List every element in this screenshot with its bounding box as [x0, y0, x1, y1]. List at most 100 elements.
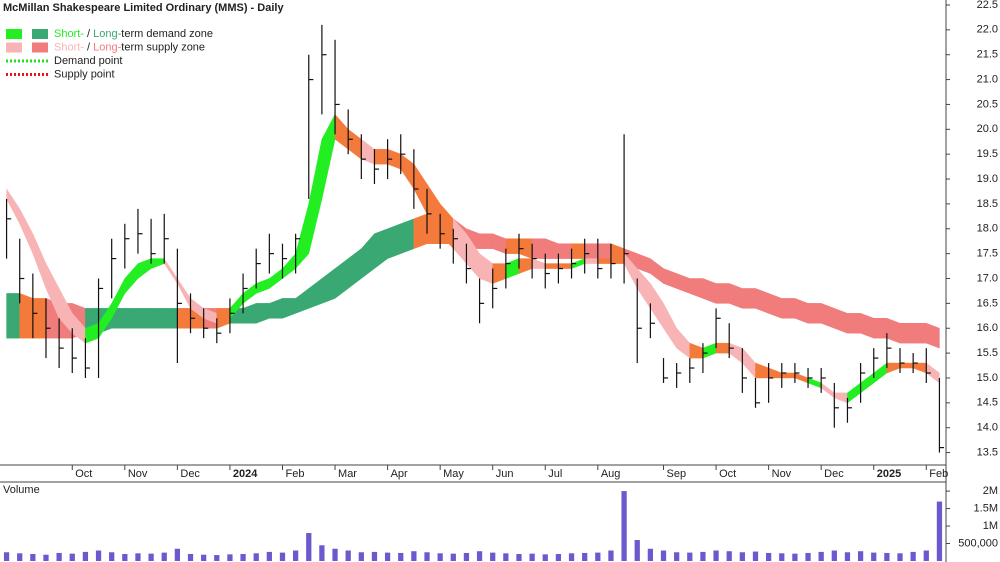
x-tick-label: Jun: [496, 468, 514, 480]
volume-bar: [660, 550, 667, 561]
volume-tick-label: 500,000: [958, 537, 998, 549]
y-tick-label: 13.5: [977, 446, 998, 458]
legend-part: Long-: [93, 41, 121, 53]
volume-bar: [240, 554, 246, 561]
volume-bar: [805, 552, 811, 561]
long-zone: [32, 298, 47, 339]
y-tick-label: 21.5: [977, 49, 998, 61]
y-tick-label: 15.0: [977, 372, 998, 384]
legend-part: Short-: [54, 41, 84, 53]
volume-bar: [674, 552, 680, 561]
long-zone: [163, 308, 178, 329]
long-zone: [558, 243, 572, 259]
long-zone: [6, 293, 20, 339]
volume-bar: [463, 552, 470, 561]
long-zone: [124, 308, 139, 329]
short-zone: [374, 148, 388, 165]
candles: [5, 24, 945, 453]
volume-bar: [595, 552, 601, 561]
volume-bar: [529, 553, 535, 561]
volume-bar: [319, 545, 325, 561]
chart-title: McMillan Shakespeare Limited Ordinary (M…: [3, 2, 284, 14]
volume-bar: [779, 553, 785, 561]
y-tick-label: 20.0: [977, 123, 998, 135]
short-zone: [545, 263, 559, 269]
x-tick-label: Nov: [772, 468, 792, 480]
y-tick-label: 14.5: [977, 397, 998, 409]
volume-bar: [174, 548, 181, 561]
long-zone: [899, 323, 914, 344]
volume-bar: [161, 552, 167, 561]
y-tick-label: 22.5: [977, 0, 998, 11]
x-tick-label: May: [443, 468, 464, 480]
volume-bar: [384, 552, 391, 561]
volume-bar: [201, 554, 207, 561]
volume-bar: [148, 553, 154, 561]
y-tick-label: 21.0: [977, 73, 998, 85]
y-tick-label: 15.5: [977, 347, 998, 359]
volume-bar: [871, 552, 877, 561]
volume-bar: [306, 533, 312, 561]
volume-bar: [818, 551, 824, 561]
volume-bar: [437, 553, 443, 561]
long-zone: [19, 293, 34, 339]
volume-tick-label: 2M: [983, 485, 998, 497]
long-zone: [137, 308, 152, 329]
volume-bar: [490, 552, 496, 561]
legend-part: term supply zone: [121, 41, 205, 53]
volume-bar: [687, 552, 693, 561]
legend-part: Short-: [54, 28, 84, 40]
volume-bar: [739, 552, 745, 561]
volume-bar: [292, 550, 299, 561]
volume-bar: [897, 553, 903, 561]
volume-tick-label: 1M: [983, 520, 998, 532]
long-zone: [912, 323, 927, 344]
short-zone: [597, 258, 612, 264]
volume-bar: [345, 550, 351, 561]
volume-bar: [503, 553, 509, 561]
volume-bar: [884, 552, 890, 561]
y-tick-label: 18.5: [977, 198, 998, 210]
short-zone: [781, 372, 796, 379]
legend-swatch: [6, 29, 22, 39]
volume-bar: [713, 550, 719, 561]
volume-bar: [726, 551, 732, 561]
legend-swatch: [32, 42, 48, 53]
x-tick-label: 2025: [877, 468, 901, 480]
volume-bar: [56, 552, 62, 561]
volume-bar: [752, 551, 759, 561]
long-zone: [177, 308, 191, 329]
y-tick-label: 16.0: [977, 322, 998, 334]
legend-part: /: [84, 28, 93, 40]
y-tick-label: 19.0: [977, 173, 998, 185]
x-tick-label: Nov: [128, 468, 148, 480]
long-zone: [150, 308, 165, 329]
long-zone: [387, 223, 401, 259]
volume-bar: [647, 548, 654, 561]
volume-bar: [424, 552, 430, 561]
volume-bar: [700, 551, 706, 561]
volume-bar: [95, 550, 102, 561]
legend-part: /: [84, 41, 93, 53]
volume-bar: [279, 552, 286, 561]
x-tick-label: Mar: [338, 468, 357, 480]
volume-bar: [30, 554, 36, 561]
long-zone: [584, 243, 599, 259]
long-zone: [400, 218, 415, 254]
volume-bar: [923, 550, 929, 561]
volume-bar: [17, 553, 23, 561]
legend-swatch: [6, 42, 22, 53]
x-tick-label: 2024: [233, 468, 258, 480]
volume-bar: [266, 551, 272, 561]
zones: [6, 113, 940, 404]
short-zone: [899, 362, 914, 369]
long-zone: [479, 233, 493, 249]
volume-bar: [214, 555, 220, 561]
long-zone: [505, 238, 520, 254]
x-tick-label: Oct: [75, 468, 92, 480]
y-tick-label: 18.0: [977, 223, 998, 235]
short-zone: [558, 263, 572, 269]
